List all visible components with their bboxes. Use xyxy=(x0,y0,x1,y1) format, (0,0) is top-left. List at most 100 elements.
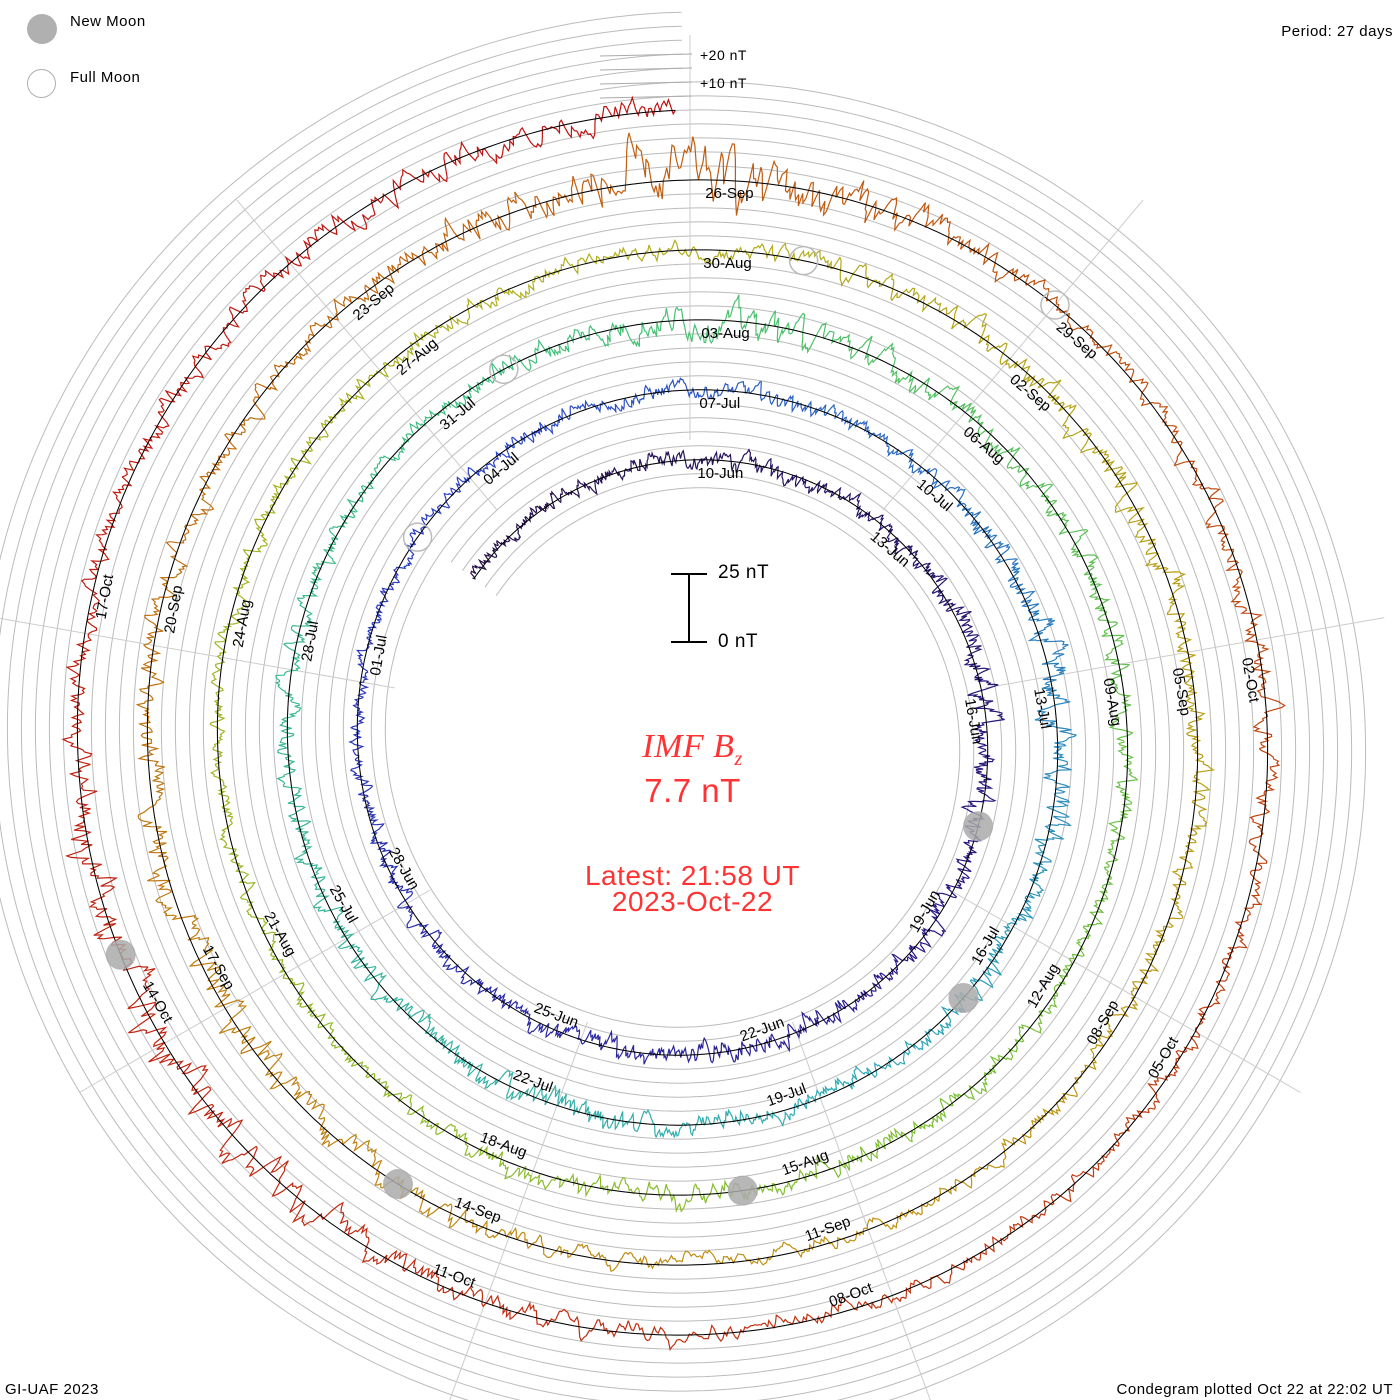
bz-trace-segment xyxy=(891,369,940,401)
bz-trace-segment xyxy=(1077,894,1109,941)
bz-trace-segment xyxy=(938,385,983,425)
date-label: 30-Aug xyxy=(703,255,751,272)
latest-time: Latest: 21:58 UT xyxy=(584,860,800,891)
bz-trace-segment xyxy=(1061,419,1111,465)
bz-trace-segment xyxy=(439,1123,491,1159)
bz-trace-segment xyxy=(760,457,794,487)
new-moon-marker xyxy=(105,939,136,970)
date-label: 28-Jul xyxy=(298,620,322,663)
new-moon-icon xyxy=(27,14,57,44)
bz-trace-segment xyxy=(963,630,983,668)
full-moon-marker xyxy=(1040,290,1070,320)
full-moon-icon xyxy=(27,69,56,98)
bz-trace-segment xyxy=(165,513,200,577)
bz-trace-segment xyxy=(934,302,988,344)
bz-trace-segment xyxy=(609,1109,657,1138)
bz-trace-segment xyxy=(591,1029,629,1061)
bz-trace-segment xyxy=(806,1154,859,1180)
bz-trace-segment xyxy=(834,1294,907,1313)
bz-trace-segment xyxy=(253,493,281,549)
date-label: 14-Oct xyxy=(139,979,177,1027)
scale-guide xyxy=(599,67,693,71)
bz-trace-segment xyxy=(861,420,895,458)
bz-trace-segment xyxy=(781,167,845,217)
bz-trace-segment xyxy=(345,361,391,404)
date-label: 03-Aug xyxy=(701,325,749,342)
bz-trace-segment xyxy=(1027,610,1069,649)
bz-trace-segment xyxy=(397,416,429,460)
bz-trace-segment xyxy=(765,242,826,263)
bz-trace-segment xyxy=(137,764,166,831)
bz-trace-segment xyxy=(892,448,936,476)
bz-trace-segment xyxy=(567,478,600,499)
bz-trace-segment xyxy=(426,1268,492,1308)
bz-trace-segment xyxy=(578,1243,639,1272)
bz-trace-segment xyxy=(574,95,648,140)
bz-trace-segment xyxy=(245,1146,303,1213)
bz-trace-segment xyxy=(376,568,401,607)
bz-trace-segment xyxy=(712,143,783,216)
bz-trace-segment xyxy=(1252,680,1286,750)
bz-trace-segment xyxy=(628,450,662,474)
bz-trace-segment xyxy=(627,1320,699,1352)
bz-trace-segment xyxy=(1128,368,1172,427)
bz-trace-segment xyxy=(1168,865,1194,923)
bz-trace-segment xyxy=(355,644,370,684)
bz-trace-segment xyxy=(302,213,374,250)
bz-trace-segment xyxy=(352,683,370,724)
bz-trace-segment xyxy=(536,252,593,283)
bz-trace-segment xyxy=(878,523,910,554)
bz-trace-segment xyxy=(209,709,226,767)
bz-trace-segment xyxy=(490,986,524,1013)
bz-trace-segment xyxy=(467,450,509,477)
bz-trace-segment xyxy=(993,908,1034,947)
bz-trace-segment xyxy=(261,925,287,979)
bz-trace-segment xyxy=(967,665,999,702)
bz-trace-segment xyxy=(458,196,517,242)
bz-trace-segment xyxy=(927,572,953,607)
bz-trace-segment xyxy=(637,1250,701,1270)
bz-trace-segment xyxy=(873,1039,911,1076)
grid-spoke xyxy=(79,889,431,1093)
bz-trace-segment xyxy=(187,1098,257,1164)
bz-trace-segment xyxy=(121,411,170,478)
bz-trace-segment xyxy=(905,1260,968,1299)
date-label: 06-Aug xyxy=(960,423,1008,467)
footer-plotted: Condegram plotted Oct 22 at 22:02 UT xyxy=(1116,1381,1393,1398)
date-label: 22-Jun xyxy=(738,1014,787,1046)
bz-trace-segment xyxy=(219,820,247,875)
bz-trace-segment xyxy=(1031,1077,1079,1124)
bz-trace-segment xyxy=(283,977,327,1019)
grid-spoke xyxy=(792,1021,931,1400)
bz-trace-segment xyxy=(127,966,168,1044)
bz-trace-segment xyxy=(434,297,486,334)
date-label: 07-Jul xyxy=(699,395,740,412)
bz-trace-segment xyxy=(1124,1074,1171,1132)
bz-trace-segment xyxy=(988,1120,1035,1169)
date-label: 29-Sep xyxy=(1053,319,1101,363)
bz-trace-segment xyxy=(158,354,212,413)
bz-trace-segment xyxy=(823,483,862,502)
full-moon-marker xyxy=(489,354,519,385)
bz-trace-segment xyxy=(616,384,657,412)
bz-trace-segment xyxy=(591,244,650,265)
bz-trace-segment xyxy=(559,1308,629,1342)
new-moon-marker xyxy=(727,1175,758,1206)
new-moon-label: New Moon xyxy=(70,13,146,30)
date-label: 18-Aug xyxy=(478,1129,529,1162)
bz-trace-segment xyxy=(1077,324,1134,372)
scale-bar-top-label: 25 nT xyxy=(718,562,770,583)
bz-trace-segment xyxy=(648,1181,703,1213)
bz-trace-segment xyxy=(522,1007,559,1039)
bz-trace-segment xyxy=(1227,886,1263,952)
bz-trace-segment xyxy=(1103,634,1131,690)
bz-trace-segment xyxy=(1170,425,1204,488)
full-moon-marker xyxy=(402,522,433,552)
bz-trace-segment xyxy=(1254,748,1281,817)
bz-trace-segment xyxy=(1103,460,1145,518)
bz-trace-segment xyxy=(1054,939,1085,988)
bz-trace-segment xyxy=(966,1216,1024,1264)
date-label: 10-Jun xyxy=(697,465,743,482)
bz-trace-segment xyxy=(148,1041,212,1100)
